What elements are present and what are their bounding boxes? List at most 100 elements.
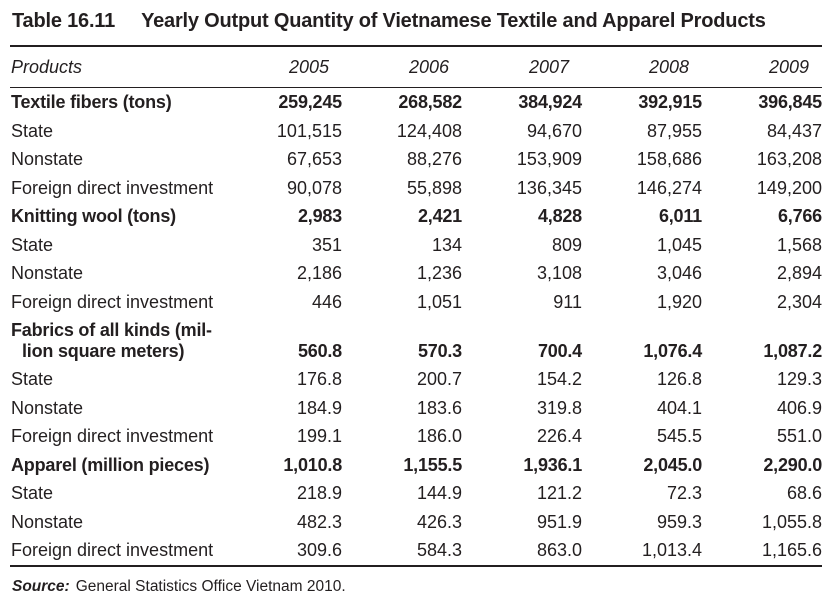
column-header-2006: 2006 <box>342 46 462 88</box>
cell-value: 146,274 <box>636 177 702 198</box>
source-note: Source: General Statistics Office Vietnam… <box>10 567 822 596</box>
cell-value: 404.1 <box>656 397 702 418</box>
row-label-line2: lion square meters) <box>22 340 185 361</box>
cell-value: 199.1 <box>296 426 342 446</box>
cell-value: 6,011 <box>658 206 702 226</box>
cell-value: 2,983 <box>297 206 342 226</box>
cell-value: 1,013.4 <box>641 540 702 560</box>
cell-value: 482.3 <box>296 511 342 532</box>
column-header-2005: 2005 <box>222 46 342 88</box>
source-label: Source: <box>12 577 70 595</box>
row-label: Fabrics of all kinds (mil-lion square me… <box>10 316 222 365</box>
cell-value: 1,010.8 <box>283 454 342 475</box>
cell-value: 392,915 <box>638 92 702 112</box>
cell-value: 2,421 <box>417 206 462 226</box>
cell-value: 218.9 <box>296 483 342 503</box>
cell-value: 176.8 <box>296 369 342 389</box>
cell-value: 545.5 <box>656 426 702 446</box>
cell-value: 1,051 <box>416 291 462 312</box>
table-row: Nonstate 482.3 426.3 951.9 959.3 1,055.8 <box>10 508 822 537</box>
cell-value: 951.9 <box>536 511 582 532</box>
table-number: Table 16.11 <box>12 10 116 32</box>
cell-value: 90,078 <box>286 177 342 198</box>
cell-value: 1,936.1 <box>523 454 582 475</box>
table-body: Textile fibers (tons) 259,245 268,582 384,9… <box>10 88 822 566</box>
row-label: Knitting wool (tons) <box>11 206 176 226</box>
cell-value: 184.9 <box>296 397 342 418</box>
row-label: State <box>11 369 54 389</box>
cell-value: 129.3 <box>776 369 822 389</box>
cell-value: 84,437 <box>766 120 822 141</box>
cell-value: 67,653 <box>286 149 342 169</box>
row-label: Nonstate <box>11 149 84 169</box>
cell-value: 570.3 <box>417 340 462 361</box>
cell-value: 446 <box>311 291 342 312</box>
cell-value: 1,236 <box>416 263 462 283</box>
cell-value: 351 <box>311 234 342 255</box>
cell-value: 384,924 <box>518 92 582 112</box>
row-label-line1: Fabrics of all kinds (mil- <box>11 320 212 340</box>
cell-value: 3,108 <box>536 263 582 283</box>
row-label: Foreign direct investment <box>11 540 214 560</box>
cell-value: 154.2 <box>536 369 582 389</box>
cell-value: 2,304 <box>776 291 822 312</box>
cell-value: 136,345 <box>516 177 582 198</box>
table-row: Foreign direct investment 309.6 584.3 863.0… <box>10 536 822 566</box>
category-row: Apparel (million pieces) 1,010.8 1,155.5 1,… <box>10 451 822 480</box>
cell-value: 200.7 <box>416 369 462 389</box>
cell-value: 226.4 <box>536 426 582 446</box>
cell-value: 1,568 <box>776 234 822 255</box>
table-title: Table 16.11 Yearly Output Quantity of Vi… <box>10 6 822 45</box>
row-label: State <box>11 234 54 255</box>
column-header-2009: 2009 <box>702 46 822 88</box>
cell-value: 87,955 <box>646 120 702 141</box>
cell-value: 863.0 <box>536 540 582 560</box>
cell-value: 2,045.0 <box>643 454 702 475</box>
cell-value: 6,766 <box>777 206 822 226</box>
table-row: State 101,515 124,408 94,670 87,955 84,437 <box>10 117 822 146</box>
cell-value: 124,408 <box>396 120 462 141</box>
category-row: Knitting wool (tons) 2,983 2,421 4,828 6,011… <box>10 202 822 231</box>
row-label: Textile fibers (tons) <box>11 92 172 112</box>
cell-value: 959.3 <box>656 511 702 532</box>
cell-value: 396,845 <box>758 92 822 112</box>
table-row: Nonstate 67,653 88,276 153,909 158,686 163,20… <box>10 145 822 174</box>
cell-value: 268,582 <box>398 92 462 112</box>
cell-value: 153,909 <box>516 149 582 169</box>
table-caption: Yearly Output Quantity of Vietnamese Tex… <box>141 10 766 32</box>
table-row: Foreign direct investment 90,078 55,898 136… <box>10 174 822 203</box>
table-row: State 218.9 144.9 121.2 72.3 68.6 <box>10 479 822 508</box>
cell-value: 3,046 <box>656 263 702 283</box>
cell-value: 809 <box>551 234 582 255</box>
category-row: Textile fibers (tons) 259,245 268,582 384,9… <box>10 88 822 117</box>
cell-value: 1,165.6 <box>761 540 822 560</box>
cell-value: 144.9 <box>416 483 462 503</box>
cell-value: 2,894 <box>776 263 822 283</box>
row-label: Apparel (million pieces) <box>11 454 210 475</box>
cell-value: 551.0 <box>776 426 822 446</box>
cell-value: 158,686 <box>636 149 702 169</box>
table-row: Nonstate 184.9 183.6 319.8 404.1 406.9 <box>10 394 822 423</box>
cell-value: 2,290.0 <box>763 454 822 475</box>
row-label: State <box>11 483 54 503</box>
row-label: Nonstate <box>11 263 84 283</box>
cell-value: 149,200 <box>756 177 822 198</box>
row-label: Nonstate <box>11 397 84 418</box>
cell-value: 309.6 <box>296 540 342 560</box>
cell-value: 72.3 <box>666 483 702 503</box>
row-label: Foreign direct investment <box>11 291 214 312</box>
cell-value: 700.4 <box>537 340 582 361</box>
cell-value: 1,055.8 <box>761 511 822 532</box>
cell-value: 2,186 <box>296 263 342 283</box>
cell-value: 121.2 <box>536 483 582 503</box>
cell-value: 68.6 <box>786 483 822 503</box>
table-row: State 176.8 200.7 154.2 126.8 129.3 <box>10 365 822 394</box>
cell-value: 584.3 <box>416 540 462 560</box>
cell-value: 1,087.2 <box>763 340 822 361</box>
cell-value: 88,276 <box>406 149 462 169</box>
cell-value: 406.9 <box>776 397 822 418</box>
column-header-2007: 2007 <box>462 46 582 88</box>
cell-value: 319.8 <box>536 397 582 418</box>
row-label: Nonstate <box>11 511 84 532</box>
